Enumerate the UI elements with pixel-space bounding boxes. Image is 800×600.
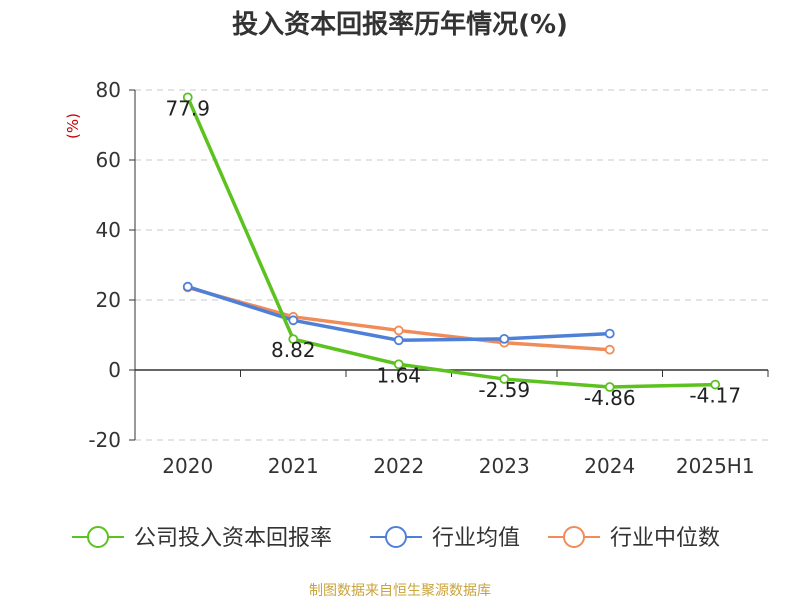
data-point[interactable] — [604, 344, 615, 355]
legend-item[interactable]: 行业均值 — [370, 526, 520, 551]
footer-source: 制图数据来自恒生聚源数据库 — [309, 583, 491, 599]
y-tick-label: -20 — [88, 428, 121, 452]
y-tick-label: 80 — [96, 78, 121, 102]
legend[interactable]: 公司投入资本回报率 行业均值 行业中位数 — [72, 526, 720, 551]
series-layer — [182, 92, 721, 392]
y-tick-label: 60 — [96, 148, 121, 172]
y-tick-label: 20 — [96, 288, 121, 312]
data-point[interactable] — [182, 92, 193, 103]
x-tick-label: 2025H1 — [676, 454, 755, 478]
x-tick-label: 2022 — [373, 454, 424, 478]
legend-label: 行业中位数 — [610, 526, 720, 551]
legend-marker-icon — [87, 526, 109, 548]
data-label: 1.64 — [376, 363, 421, 387]
data-point[interactable] — [710, 379, 721, 390]
data-label: 77.9 — [165, 96, 210, 120]
data-point[interactable] — [288, 315, 299, 326]
legend-marker-icon — [563, 526, 585, 548]
legend-label: 公司投入资本回报率 — [134, 526, 332, 551]
legend-item[interactable]: 公司投入资本回报率 — [72, 526, 332, 551]
data-label: 8.82 — [271, 338, 316, 362]
y-axis-label: (%) — [64, 113, 82, 139]
axes: -20 0 20 40 60 80 2020 2021 2022 2023 2024 2025H1 — [88, 78, 769, 478]
gridlines — [135, 89, 768, 441]
data-point[interactable] — [393, 335, 404, 346]
data-point[interactable] — [604, 328, 615, 339]
legend-item[interactable]: 行业中位数 — [548, 526, 720, 551]
data-point[interactable] — [393, 359, 404, 370]
data-point[interactable] — [499, 374, 510, 384]
x-tick-label: 2023 — [479, 454, 530, 478]
data-point[interactable] — [393, 325, 404, 336]
chart-title: 投入资本回报率历年情况(%) — [232, 10, 568, 40]
legend-marker-icon — [385, 526, 407, 548]
data-point[interactable] — [182, 281, 193, 292]
data-label: -2.59 — [478, 378, 530, 402]
data-labels: 77.9 8.82 1.64 -2.59 -4.86 -4.17 — [165, 96, 741, 410]
y-tick-label: 0 — [108, 358, 121, 382]
x-tick-label: 2021 — [268, 454, 319, 478]
data-point[interactable] — [288, 334, 299, 345]
legend-label: 行业均值 — [432, 526, 520, 551]
y-tick-label: 40 — [96, 218, 121, 242]
series-line — [186, 96, 716, 389]
x-tick-label: 2024 — [584, 454, 635, 478]
data-label: -4.17 — [689, 384, 741, 408]
data-point[interactable] — [604, 382, 615, 392]
data-label: -4.86 — [584, 386, 636, 410]
x-tick-label: 2020 — [162, 454, 213, 478]
data-point[interactable] — [499, 333, 510, 344]
